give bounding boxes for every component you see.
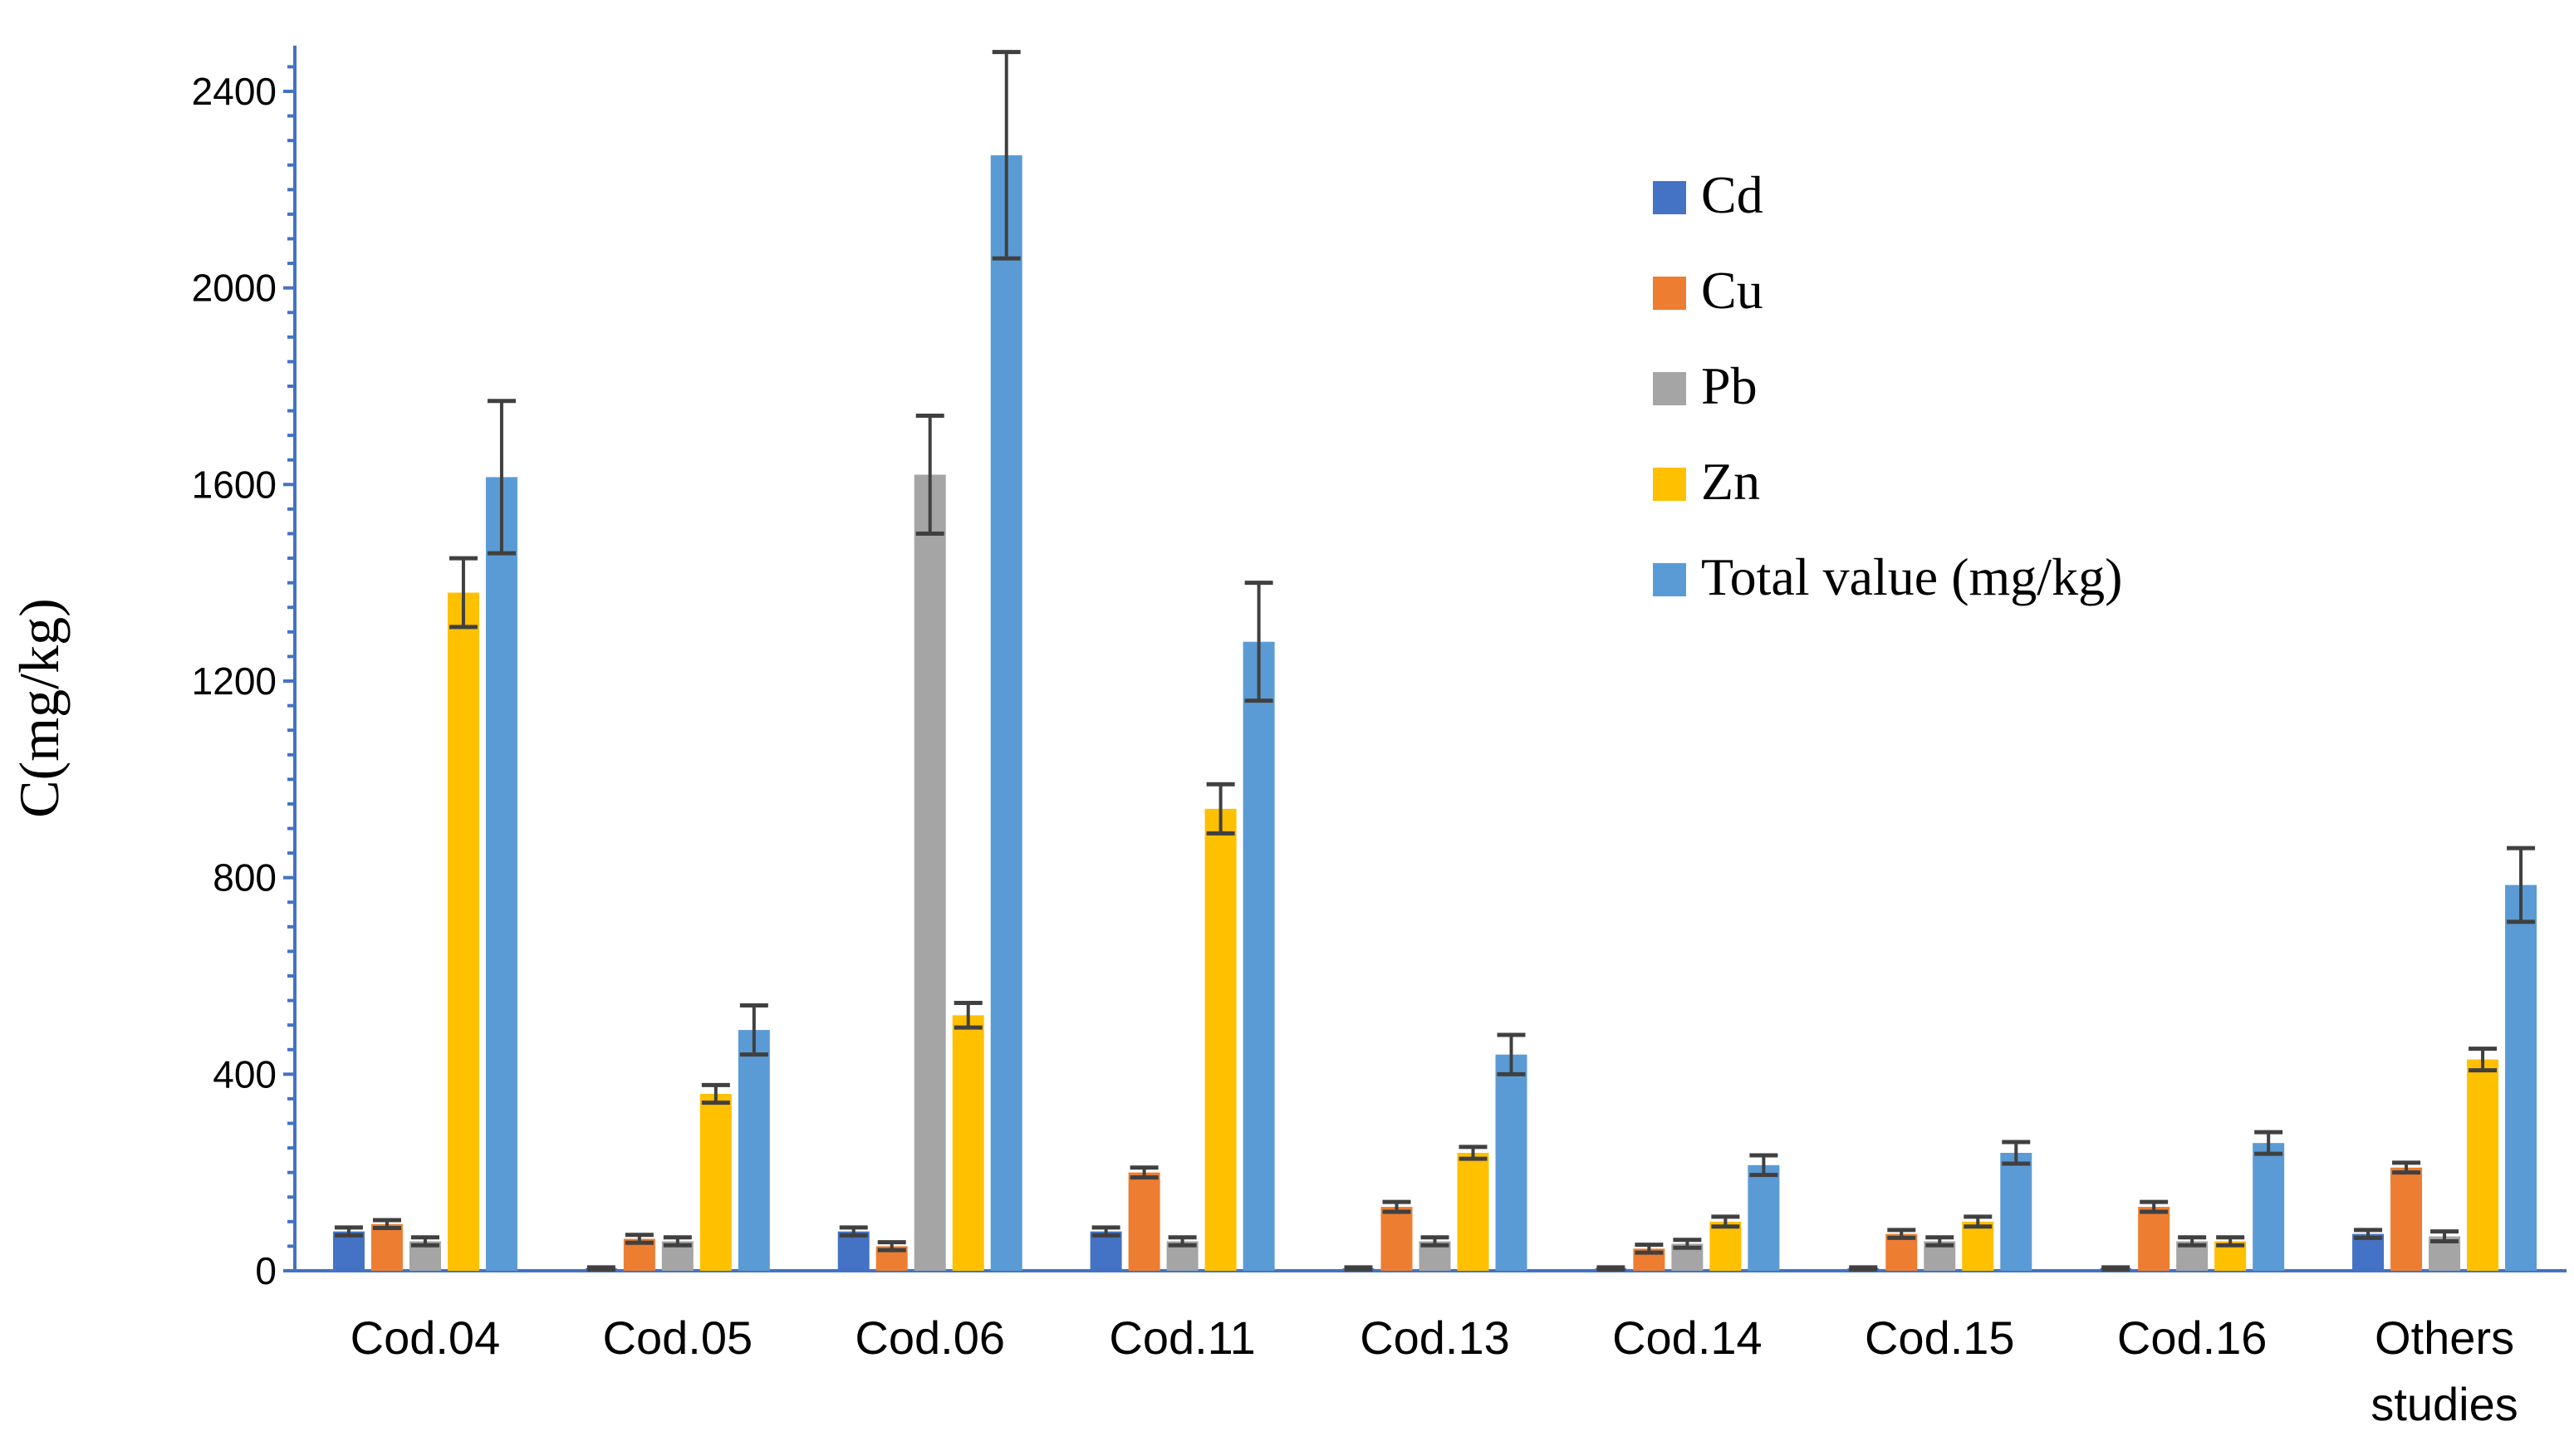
y-tick-label: 2000	[192, 267, 277, 310]
x-tick-label: Cod.14	[1612, 1311, 1763, 1364]
legend-swatch	[1653, 372, 1686, 405]
bar-zn	[1457, 1153, 1489, 1271]
x-tick-label: Cod.04	[351, 1311, 501, 1364]
y-tick-label: 400	[213, 1052, 277, 1096]
bars-group	[332, 50, 2537, 1272]
bar-cu	[2138, 1207, 2170, 1271]
bar-cd	[332, 1231, 365, 1271]
legend: Cd Cu Pb Zn Total value (mg/kg)	[1653, 165, 2122, 606]
bar-total	[1748, 1164, 1780, 1271]
bar-zn	[1962, 1221, 1994, 1271]
x-tick-label-line2: studies	[2371, 1378, 2518, 1430]
bar-zn	[2467, 1059, 2499, 1271]
legend-label: Cd	[1701, 165, 1763, 224]
bar-cu	[1128, 1172, 1160, 1271]
legend-label: Zn	[1701, 452, 1760, 511]
legend-swatch	[1653, 468, 1686, 501]
bar-zn	[952, 1015, 984, 1271]
x-tick-label: Cod.15	[1865, 1311, 2015, 1364]
bar-zn	[447, 592, 479, 1271]
bar-total	[990, 154, 1022, 1272]
y-tick-label: 1600	[192, 463, 277, 506]
x-tick-label: Cod.05	[603, 1311, 753, 1364]
legend-label: Total value (mg/kg)	[1701, 547, 2122, 606]
y-tick-label: 2400	[192, 70, 277, 113]
bar-total	[1243, 641, 1275, 1271]
y-axis-title: C(mg/kg)	[7, 598, 71, 817]
bar-cu	[1380, 1207, 1413, 1271]
bar-total	[2505, 885, 2537, 1271]
axes-group	[283, 46, 2567, 1272]
legend-label: Pb	[1701, 356, 1758, 415]
bar-cd	[2352, 1233, 2385, 1271]
x-tick-label: Cod.16	[2117, 1311, 2268, 1364]
bar-total	[1495, 1054, 1527, 1271]
legend-swatch	[1653, 563, 1686, 596]
labels-group: 0 400 800 1200 1600 2000 2400 C(mg/kg) Cod.04 Cod…	[7, 70, 2518, 1430]
legend-swatch	[1653, 181, 1686, 214]
bar-total	[2000, 1153, 2032, 1271]
bar-total	[738, 1030, 770, 1271]
legend-swatch	[1653, 277, 1686, 310]
bar-zn	[1709, 1221, 1742, 1271]
bar-cd	[837, 1231, 870, 1271]
bar-cd	[1090, 1231, 1122, 1271]
x-tick-label: Cod.13	[1360, 1311, 1510, 1364]
legend-label: Cu	[1701, 261, 1763, 320]
y-tick-label: 1200	[192, 659, 277, 703]
x-tick-label: Cod.06	[855, 1311, 1005, 1364]
x-tick-label: Cod.11	[1109, 1311, 1255, 1364]
bar-total	[2253, 1143, 2285, 1271]
bar-cu	[370, 1223, 403, 1271]
y-tick-label: 800	[213, 856, 277, 900]
y-tick-label: 0	[255, 1249, 277, 1292]
bar-zn	[1204, 808, 1237, 1271]
bar-cu	[2390, 1167, 2423, 1271]
x-tick-label: Others	[2375, 1311, 2514, 1364]
bar-zn	[699, 1094, 732, 1271]
bar-cu	[1885, 1233, 1918, 1271]
bar-total	[485, 477, 517, 1271]
bar-pb	[914, 474, 946, 1271]
